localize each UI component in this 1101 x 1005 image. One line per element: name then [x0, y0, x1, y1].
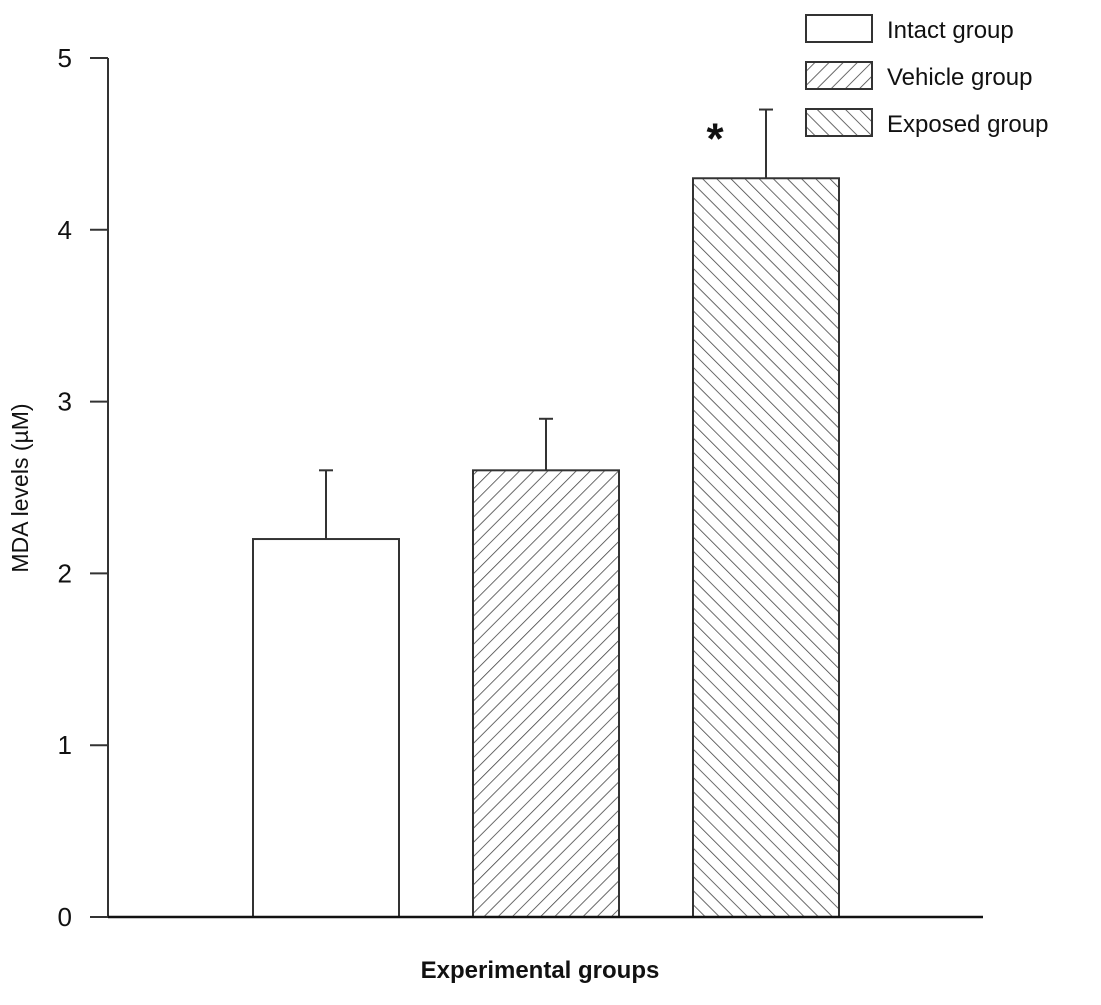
legend-label: Vehicle group	[887, 64, 1032, 91]
y-tick-label: 2	[58, 558, 72, 588]
bar-vehicle-group	[472, 469, 620, 918]
y-tick-label: 4	[58, 215, 72, 245]
significance-marker: *	[706, 115, 724, 164]
y-tick-label: 1	[58, 730, 72, 760]
x-axis-label: Experimental groups	[421, 957, 660, 984]
legend-swatch	[805, 61, 873, 90]
bar-intact-group	[252, 538, 400, 918]
legend-label: Intact group	[887, 17, 1014, 44]
legend: Intact group Vehicle group Exposed group	[805, 14, 1048, 138]
y-tick-label: 5	[58, 43, 72, 73]
bar-exposed-group	[692, 177, 840, 918]
legend-label: Exposed group	[887, 111, 1048, 138]
legend-swatch	[805, 108, 873, 137]
y-tick-label: 0	[58, 902, 72, 932]
y-tick-label: 3	[58, 387, 72, 417]
y-axis-label: MDA levels (µM)	[7, 403, 33, 572]
legend-swatch	[805, 14, 873, 43]
